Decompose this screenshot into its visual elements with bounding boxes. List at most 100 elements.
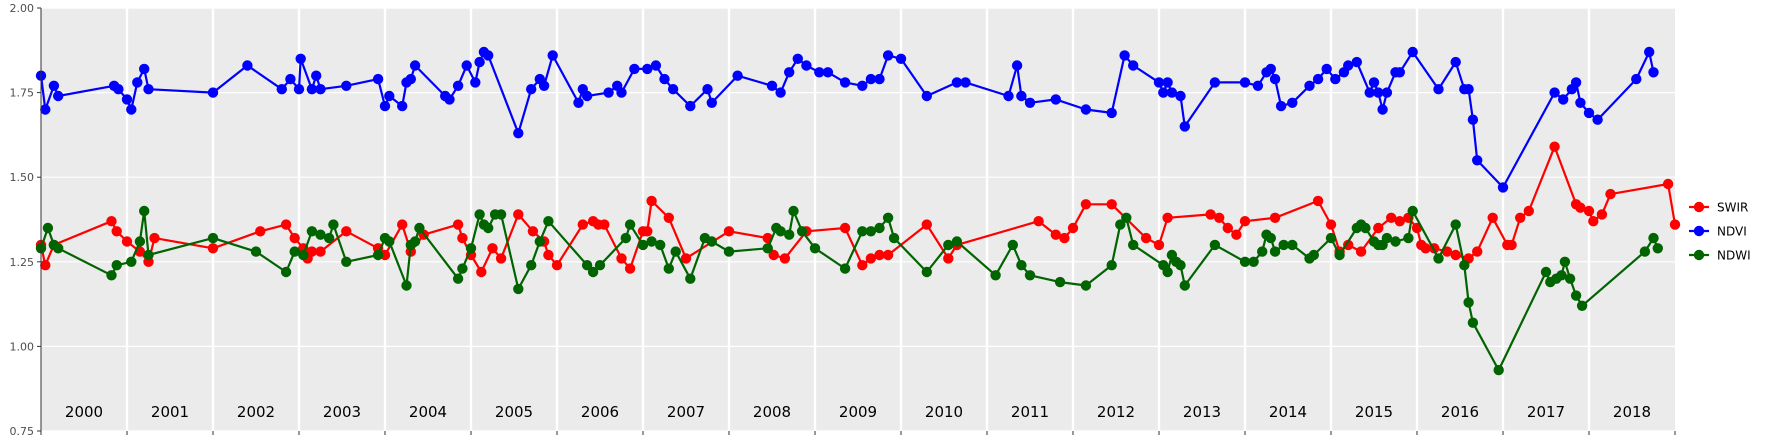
swir-point-34 [577, 219, 588, 230]
swir-point-24 [457, 232, 468, 244]
ndvi-point-56 [766, 80, 778, 92]
ndvi-point-83 [1162, 77, 1173, 88]
swir-point-71 [1239, 216, 1251, 227]
ndwi-point-30 [474, 209, 485, 220]
swir-point-41 [642, 226, 653, 237]
ndwi-point-3 [53, 243, 64, 254]
ndvi-point-74 [1016, 90, 1027, 102]
ndwi-point-67 [943, 239, 954, 251]
year-label-2012: 2012 [1097, 403, 1135, 421]
swir-point-62 [1080, 199, 1092, 210]
swir-point-37 [599, 219, 610, 230]
ndvi-point-117 [1549, 87, 1560, 98]
ndwi-point-46 [655, 239, 666, 251]
year-label-2011: 2011 [1011, 403, 1049, 421]
ndwi-point-36 [526, 260, 537, 271]
ndwi-point-15 [306, 226, 318, 237]
ndvi-point-71 [960, 77, 971, 88]
ndvi-point-21 [372, 73, 384, 85]
swir-point-54 [882, 249, 894, 261]
ndvi-point-8 [132, 77, 143, 88]
ndvi-point-1 [40, 104, 51, 115]
swir-point-48 [779, 253, 791, 264]
ndvi-point-53 [702, 84, 713, 95]
ndvi-point-100 [1343, 60, 1354, 71]
ndwi-point-48 [670, 246, 681, 257]
swir-point-3 [106, 216, 117, 227]
ndwi-point-77 [1121, 212, 1132, 223]
swir-point-20 [397, 219, 408, 230]
swir-point-63 [1106, 199, 1117, 210]
ndwi-point-44 [637, 239, 649, 251]
ndwi-point-59 [809, 243, 821, 254]
ndvi-point-111 [1450, 56, 1461, 68]
legend-label-ndwi: NDWI [1717, 249, 1751, 263]
swir-point-95 [1549, 141, 1560, 152]
ndvi-point-124 [1631, 73, 1642, 85]
ndwi-point-39 [581, 260, 593, 271]
swir-point-38 [616, 253, 627, 264]
ndvi-point-37 [526, 84, 537, 95]
swir-point-92 [1506, 239, 1517, 251]
ndvi-point-62 [822, 67, 834, 78]
ndvi-point-88 [1239, 77, 1251, 88]
ndwi-point-57 [788, 205, 799, 217]
swir-point-100 [1596, 209, 1608, 220]
ndwi-point-13 [289, 246, 300, 257]
ndwi-point-121 [1576, 300, 1588, 311]
ndwi-point-28 [457, 263, 468, 274]
swir-point-93 [1515, 212, 1526, 223]
y-tick-label-0: 0.75 [10, 425, 35, 438]
ndvi-point-102 [1364, 87, 1375, 98]
ndvi-point-17 [306, 84, 318, 95]
swir-point-78 [1373, 222, 1384, 234]
ndvi-point-123 [1592, 114, 1603, 125]
ndwi-point-7 [134, 236, 146, 247]
ndvi-point-18 [311, 70, 322, 81]
ndvi-point-125 [1644, 46, 1655, 58]
ndvi-point-49 [650, 60, 662, 71]
swir-point-4 [111, 226, 122, 237]
ndwi-point-51 [706, 236, 717, 247]
ndvi-point-35 [483, 50, 494, 61]
swir-point-44 [680, 253, 692, 264]
ndvi-point-108 [1394, 67, 1406, 78]
ndvi-point-61 [814, 67, 825, 78]
ndwi-point-91 [1269, 246, 1281, 257]
ndvi-point-57 [775, 87, 786, 98]
swir-point-89 [1472, 246, 1483, 257]
legend-key-marker-ndwi [1693, 249, 1705, 261]
swir-point-53 [874, 249, 885, 261]
year-label-2007: 2007 [667, 403, 705, 421]
swir-point-70 [1231, 229, 1242, 240]
ndwi-point-1 [42, 222, 54, 234]
ndwi-point-92 [1278, 239, 1289, 251]
ndvi-point-33 [474, 56, 485, 68]
ndwi-point-8 [139, 205, 150, 217]
ndwi-point-93 [1287, 239, 1298, 251]
swir-point-66 [1162, 212, 1173, 223]
ndwi-point-25 [409, 236, 421, 247]
swir-point-64 [1140, 232, 1152, 244]
swir-point-94 [1523, 205, 1535, 217]
year-label-2006: 2006 [581, 403, 619, 421]
ndvi-point-113 [1463, 84, 1474, 95]
ndwi-point-64 [882, 212, 894, 223]
ndwi-point-80 [1162, 266, 1173, 278]
swir-point-33 [551, 260, 563, 271]
ndwi-point-63 [874, 222, 885, 234]
ndvi-point-85 [1175, 90, 1186, 102]
ndvi-point-29 [444, 94, 455, 105]
ndvi-point-12 [242, 60, 253, 71]
swir-point-9 [207, 243, 219, 254]
ndwi-point-83 [1175, 260, 1186, 271]
ndwi-point-37 [534, 236, 545, 247]
swir-point-80 [1394, 216, 1406, 227]
swir-point-59 [1050, 229, 1062, 240]
swir-point-32 [543, 249, 554, 261]
ndvi-point-122 [1583, 107, 1595, 119]
ndwi-point-119 [1564, 273, 1576, 284]
swir-point-1 [40, 260, 51, 271]
ndwi-point-113 [1493, 364, 1504, 376]
